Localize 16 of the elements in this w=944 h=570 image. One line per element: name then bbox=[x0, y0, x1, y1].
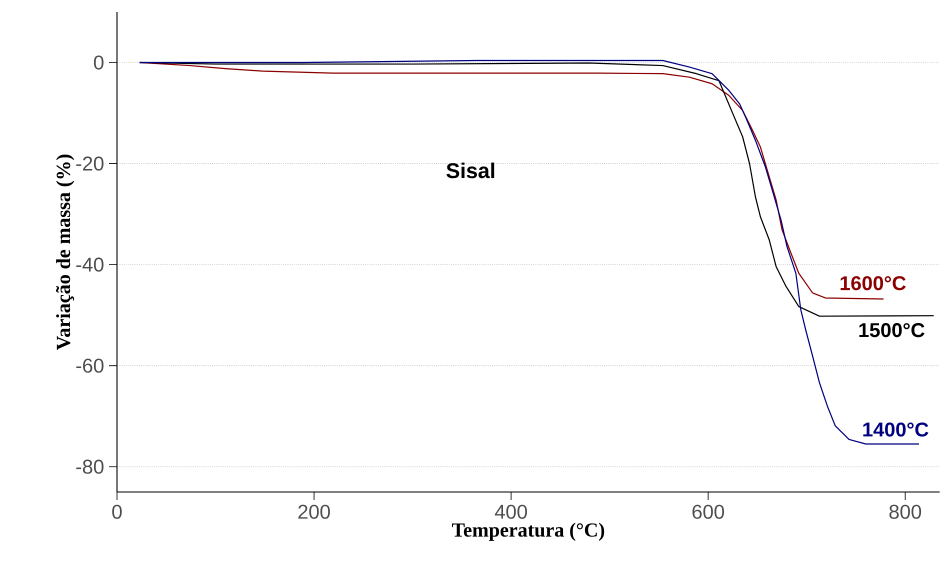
x-tick-label: 800 bbox=[889, 504, 922, 519]
series-label: 1500°C bbox=[859, 323, 924, 338]
y-tick-label: -40 bbox=[76, 258, 104, 272]
x-tick-label: 200 bbox=[298, 504, 330, 519]
series-label: 1600°C bbox=[840, 276, 906, 290]
y-tick-label: -80 bbox=[76, 460, 104, 474]
y-tick-label: -60 bbox=[76, 358, 104, 373]
y-tick-label: 0 bbox=[94, 55, 104, 70]
series-label: 1400°C bbox=[863, 422, 928, 437]
x-tick-label: 400 bbox=[494, 504, 527, 519]
x-tick-label: 0 bbox=[112, 504, 122, 519]
x-axis-title: Temperatura (°C) bbox=[452, 522, 604, 541]
x-tick-label: 600 bbox=[692, 504, 724, 519]
y-tick-label: -20 bbox=[76, 156, 104, 171]
y-axis-title: Variação de massa (%) bbox=[56, 154, 74, 350]
annotation: Sisal bbox=[446, 162, 494, 178]
